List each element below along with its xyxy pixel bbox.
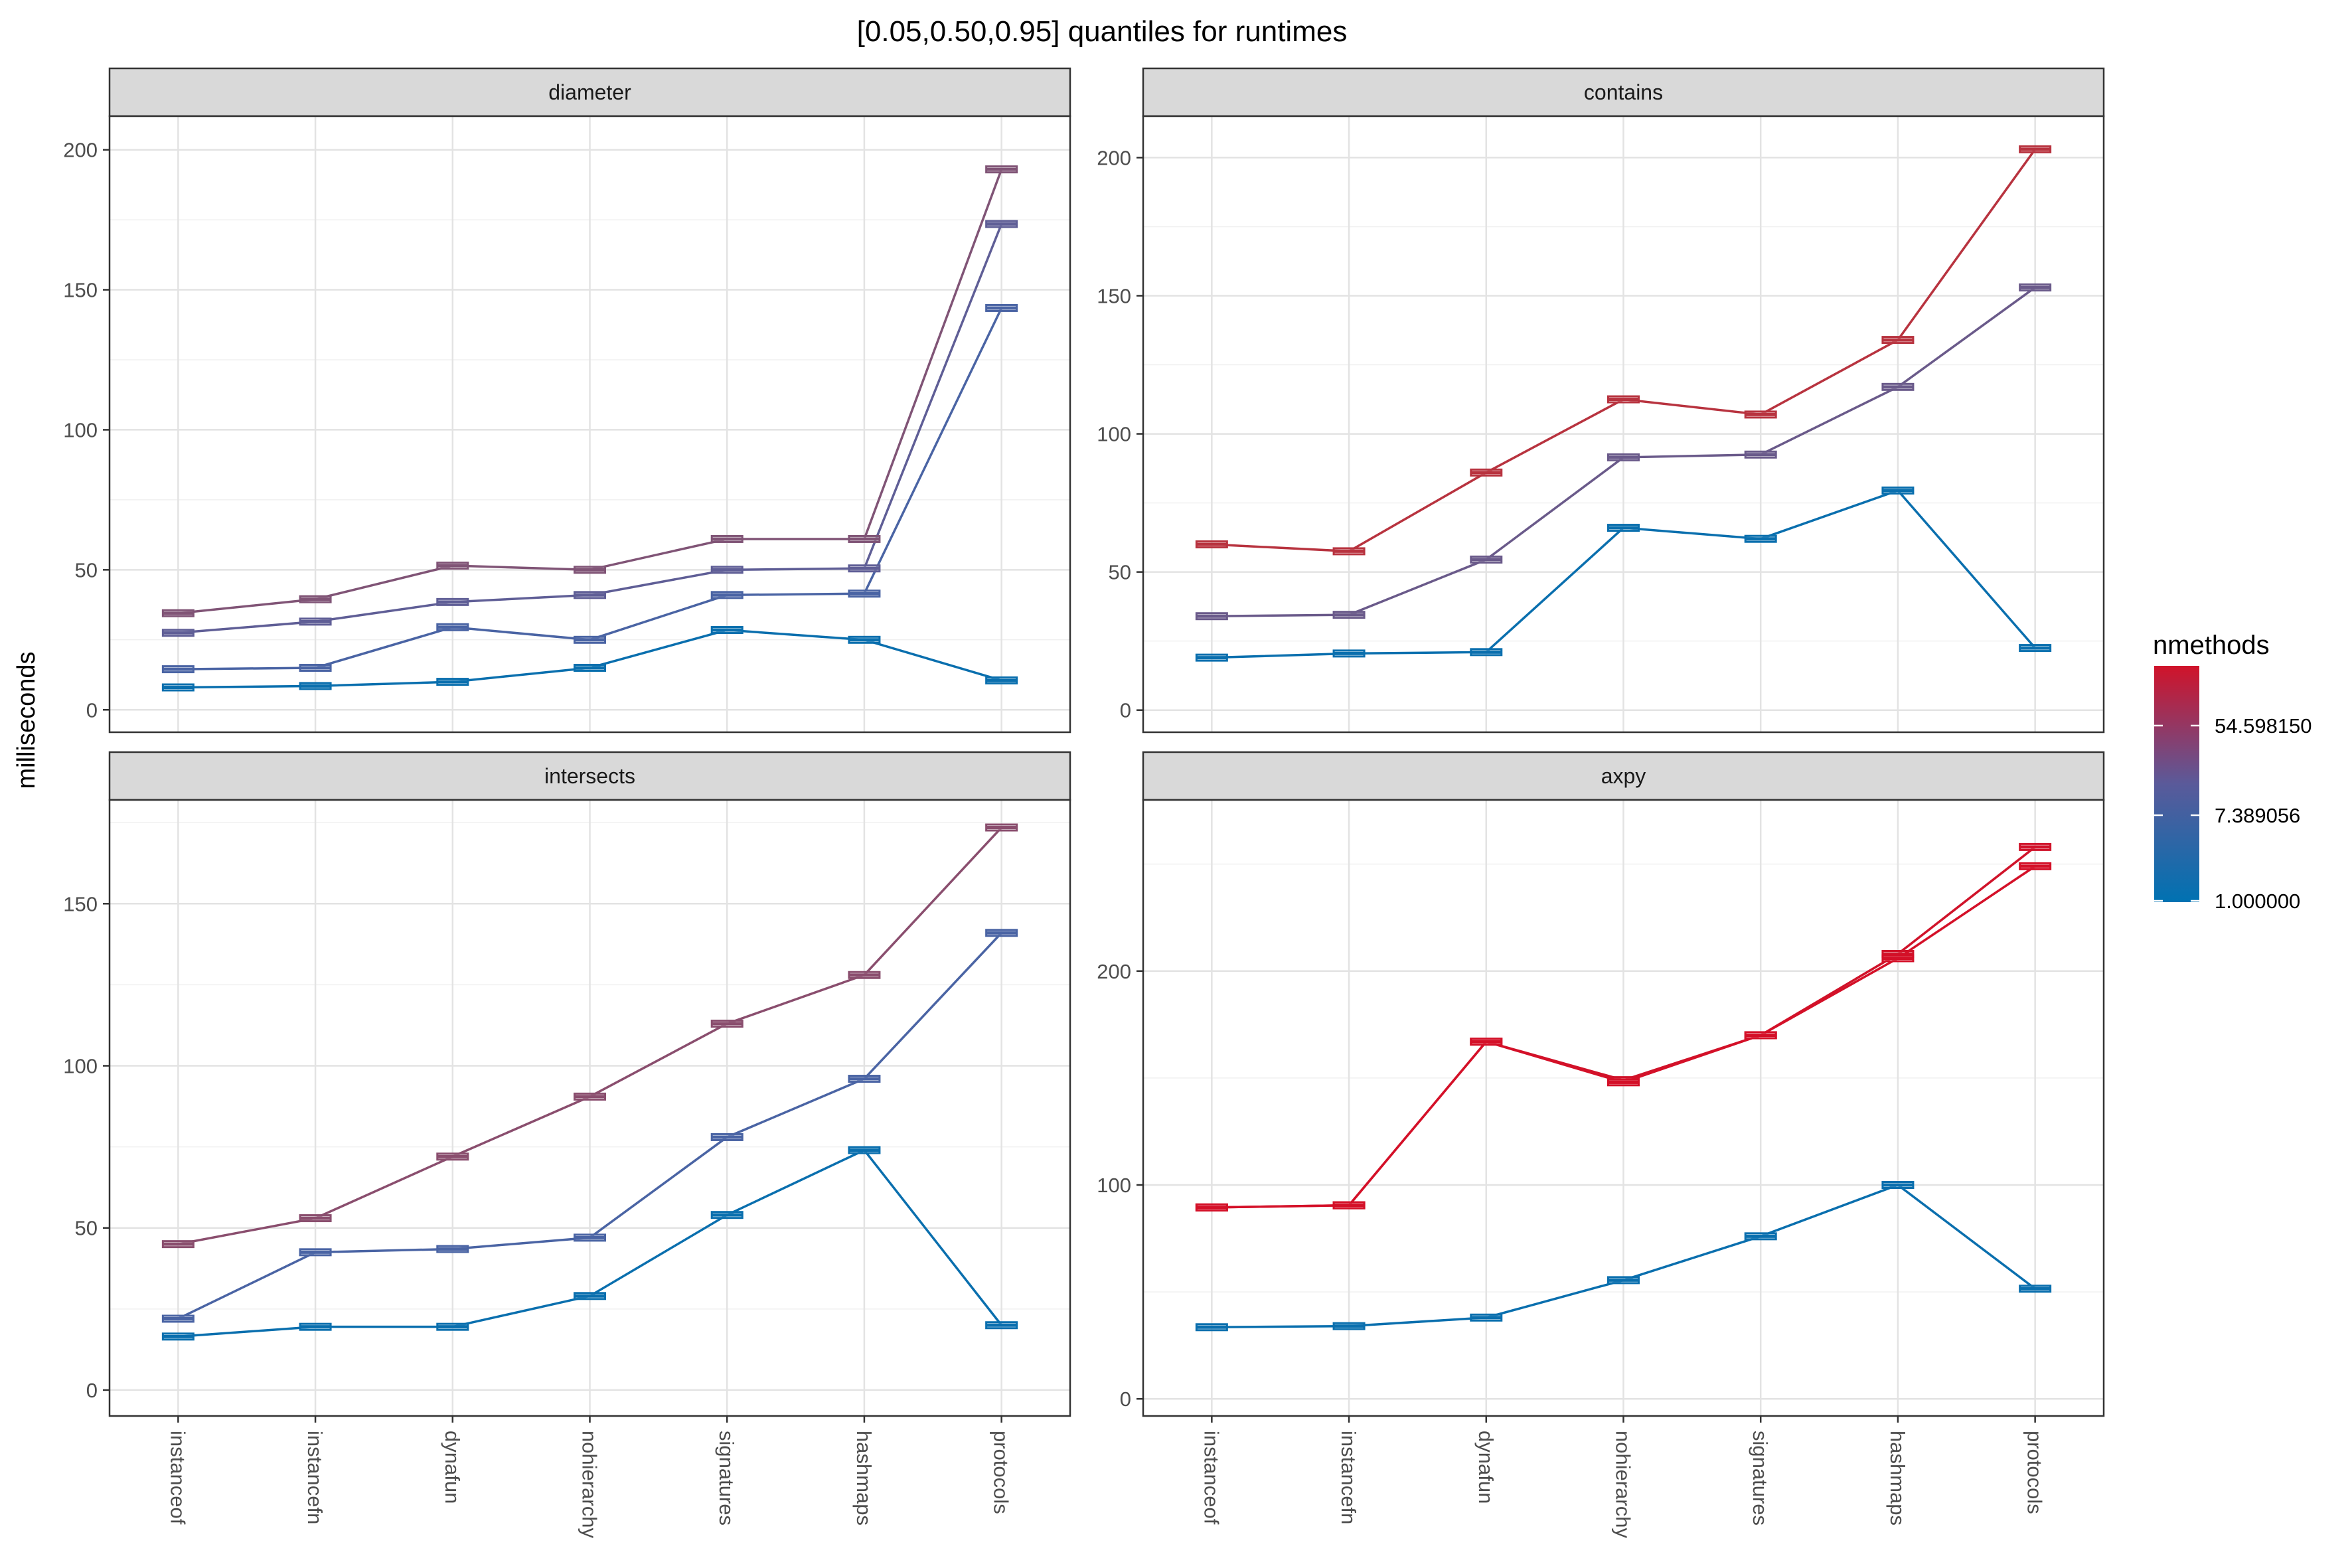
x-tick-label: signatures xyxy=(715,1431,738,1526)
facet-strip xyxy=(108,751,1071,801)
legend-title: nmethods xyxy=(2153,631,2270,660)
y-tick-label: 100 xyxy=(1097,423,1131,446)
panel-border xyxy=(108,115,1071,734)
y-tick-label: 150 xyxy=(1097,284,1131,307)
x-tick-label: dynafun xyxy=(1474,1431,1498,1504)
x-tick-label: dynafun xyxy=(441,1431,464,1504)
legend-label: 54.598150 xyxy=(2215,714,2312,738)
legend-colorbar xyxy=(2154,666,2199,902)
y-tick-label: 100 xyxy=(63,1055,98,1078)
legend: nmethods 54.598150 7.389056 1.000000 xyxy=(2153,631,2312,913)
y-tick-label: 150 xyxy=(63,279,98,302)
y-tick-label: 50 xyxy=(75,558,98,582)
facet-axpy: axpy 0 100 200 instanceof instancefn dynafun no… xyxy=(1097,751,2105,1538)
facet-strip xyxy=(1142,67,2105,118)
panel-border xyxy=(1142,115,2105,734)
series-nmethods-5 xyxy=(1195,283,2052,621)
series-nmethods-4 xyxy=(161,220,1018,637)
x-tick-label: hashmaps xyxy=(1886,1431,1909,1526)
x-tick-label: hashmaps xyxy=(852,1431,876,1526)
chart-title: [0.05,0.50,0.95] quantiles for runtimes xyxy=(857,15,1348,48)
series-nmethods-7 xyxy=(161,165,1018,617)
x-tick-label: signatures xyxy=(1749,1431,1772,1526)
series-nmethods-1 xyxy=(161,626,1018,692)
y-tick-label: 100 xyxy=(1097,1174,1131,1197)
series-nmethods-1 xyxy=(1195,1181,2052,1332)
y-tick-label: 0 xyxy=(1120,1387,1131,1411)
facet-strip xyxy=(108,67,1071,118)
x-tick-label: nohierarchy xyxy=(578,1431,601,1538)
facet-strip-label: diameter xyxy=(548,80,631,104)
facet-strip-label: axpy xyxy=(1601,764,1646,788)
y-tick-label: 0 xyxy=(86,698,98,722)
series-nmethods-2 xyxy=(161,303,1018,674)
series-nmethods-160 xyxy=(1195,862,2052,1212)
x-tick-label: instanceof xyxy=(1200,1431,1223,1525)
y-tick-label: 0 xyxy=(1120,699,1131,722)
facet-intersects: intersects 0 50 100 150 instanceof instancefn d… xyxy=(63,751,1071,1538)
y-tick-label: 50 xyxy=(1109,561,1131,584)
y-tick-label: 200 xyxy=(1097,960,1131,983)
x-tick-label: instancefn xyxy=(303,1431,327,1524)
x-tick-label: instancefn xyxy=(1337,1431,1360,1524)
x-tick-label: protocols xyxy=(2023,1431,2047,1514)
facet-panels: diameter 0 50 100 150 200 contains 0 50 100 150 200… xyxy=(63,67,2105,1538)
y-tick-label: 200 xyxy=(1097,146,1131,169)
series-nmethods-1 xyxy=(1195,486,2052,662)
series-nmethods-7 xyxy=(161,823,1018,1249)
facet-strip-label: contains xyxy=(1584,80,1663,104)
x-tick-label: nohierarchy xyxy=(1612,1431,1635,1538)
x-tick-label: protocols xyxy=(990,1431,1013,1514)
y-tick-label: 50 xyxy=(75,1217,98,1240)
facet-contains: contains 0 50 100 150 200 xyxy=(1097,67,2105,734)
x-tick-label: instanceof xyxy=(166,1431,189,1525)
y-axis-label: milliseconds xyxy=(13,652,40,789)
y-tick-label: 100 xyxy=(63,418,98,441)
facet-diameter: diameter 0 50 100 150 200 xyxy=(63,67,1071,734)
series-nmethods-30 xyxy=(1195,145,2052,556)
facet-strip-label: intersects xyxy=(544,764,635,788)
legend-label: 7.389056 xyxy=(2215,804,2300,827)
y-tick-label: 150 xyxy=(63,892,98,915)
facet-strip xyxy=(1142,751,2105,801)
y-tick-label: 200 xyxy=(63,139,98,162)
y-tick-label: 0 xyxy=(86,1379,98,1402)
series-nmethods-2 xyxy=(161,929,1018,1323)
series-nmethods-1 xyxy=(161,1146,1018,1341)
legend-label: 1.000000 xyxy=(2215,890,2300,913)
